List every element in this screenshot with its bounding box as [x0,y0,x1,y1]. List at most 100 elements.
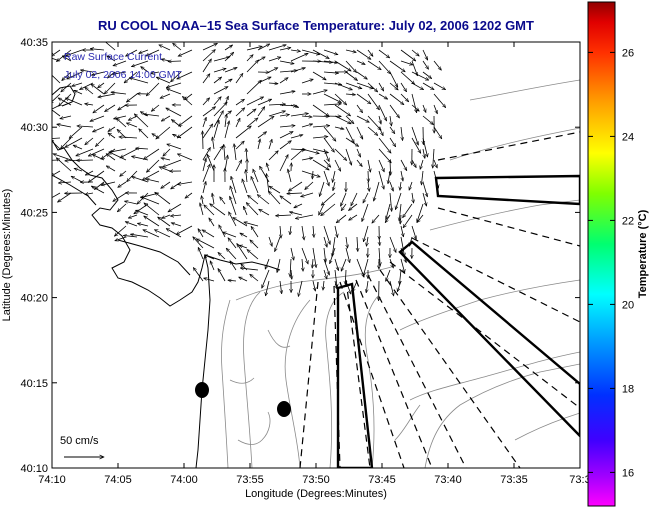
current-vector [349,203,358,211]
current-vector [107,56,116,62]
current-vector [224,52,234,62]
current-vector [163,148,171,156]
current-vector [417,214,424,223]
current-vector [279,60,294,64]
current-vector [111,92,127,94]
current-vector [257,107,265,117]
current-vector [400,71,415,84]
current-vector [246,80,261,95]
current-vector [151,72,160,74]
current-vector [356,49,371,59]
current-vector [168,203,182,212]
current-vector [209,218,215,227]
current-vector [400,258,405,273]
current-vector [312,126,330,127]
current-vector [411,82,424,91]
current-vector [146,49,160,57]
y-axis: 40:35 40:30 40:25 40:20 40:15 40:10 [20,37,580,475]
current-vector [389,258,393,268]
current-vector [389,280,394,296]
current-vector [119,137,138,138]
current-vector [141,67,149,73]
current-vector [266,280,270,296]
current-vector [246,203,259,216]
current-vector [85,87,94,95]
current-vector [356,60,365,65]
current-vector [56,158,72,172]
current-vector [106,154,116,161]
legend-line-1: Raw Surface Current [64,51,162,63]
current-vector [90,115,105,121]
current-vector [356,115,369,123]
current-vector [136,210,149,216]
current-vector [378,126,384,136]
current-vector [301,49,320,55]
current-vector [356,71,367,79]
current-vector [126,93,138,102]
current-vector [290,105,299,107]
current-vector [312,90,327,95]
current-vector [323,269,327,279]
current-vector [52,140,61,150]
current-vector [230,186,237,205]
current-vector [323,280,324,290]
current-vector [409,236,413,246]
current-vector [136,148,149,149]
current-vector [59,93,72,106]
current-vector [366,280,368,293]
current-vector [422,192,427,206]
current-vector [247,250,259,260]
current-vector [235,141,244,150]
current-vector [301,79,313,84]
current-vector [204,254,215,260]
current-vector [345,60,357,73]
current-vector [411,49,419,56]
current-vector [257,139,260,150]
current-vector [213,102,227,117]
current-vector [176,225,193,235]
current-vector [159,167,171,172]
current-vector [239,245,248,249]
current-vector [294,203,303,209]
current-vector [52,137,61,139]
current-vector [363,258,369,276]
current-vector [312,61,333,63]
current-vector [341,192,347,206]
current-vector [114,225,127,236]
current-vector [345,137,359,146]
current-vector [162,214,171,218]
current-vector [90,49,105,50]
current-vector [422,115,434,125]
current-vector [332,236,336,257]
current-vector [129,78,149,84]
colorbar-tick-label: 16 [622,467,634,479]
current-vector [224,121,229,139]
current-vector [332,170,336,182]
current-vector [104,42,116,51]
current-vector [350,192,358,206]
current-vector [230,196,237,216]
current-vector [85,170,94,176]
current-vector [334,127,344,129]
current-vector [323,236,327,247]
current-vector [290,113,308,117]
map-title: RU COOL NOAA–15 Sea Surface Temperature:… [98,18,534,33]
current-vector [250,240,259,249]
current-vector [93,104,105,113]
current-vector [201,196,203,205]
x-tick-label: 74:05 [104,474,132,486]
current-vector [312,71,326,80]
current-vector [251,226,259,238]
current-vector [399,203,401,221]
current-vector [202,74,210,84]
current-vector [52,74,61,84]
colorbar-ticks: 26 24 22 20 18 16 [588,47,634,479]
current-vector [323,170,329,186]
current-vector [290,52,308,62]
current-vector [379,247,380,266]
current-vector [250,274,259,282]
current-vector [246,55,253,62]
current-vector [378,82,384,91]
current-vector [52,107,61,117]
